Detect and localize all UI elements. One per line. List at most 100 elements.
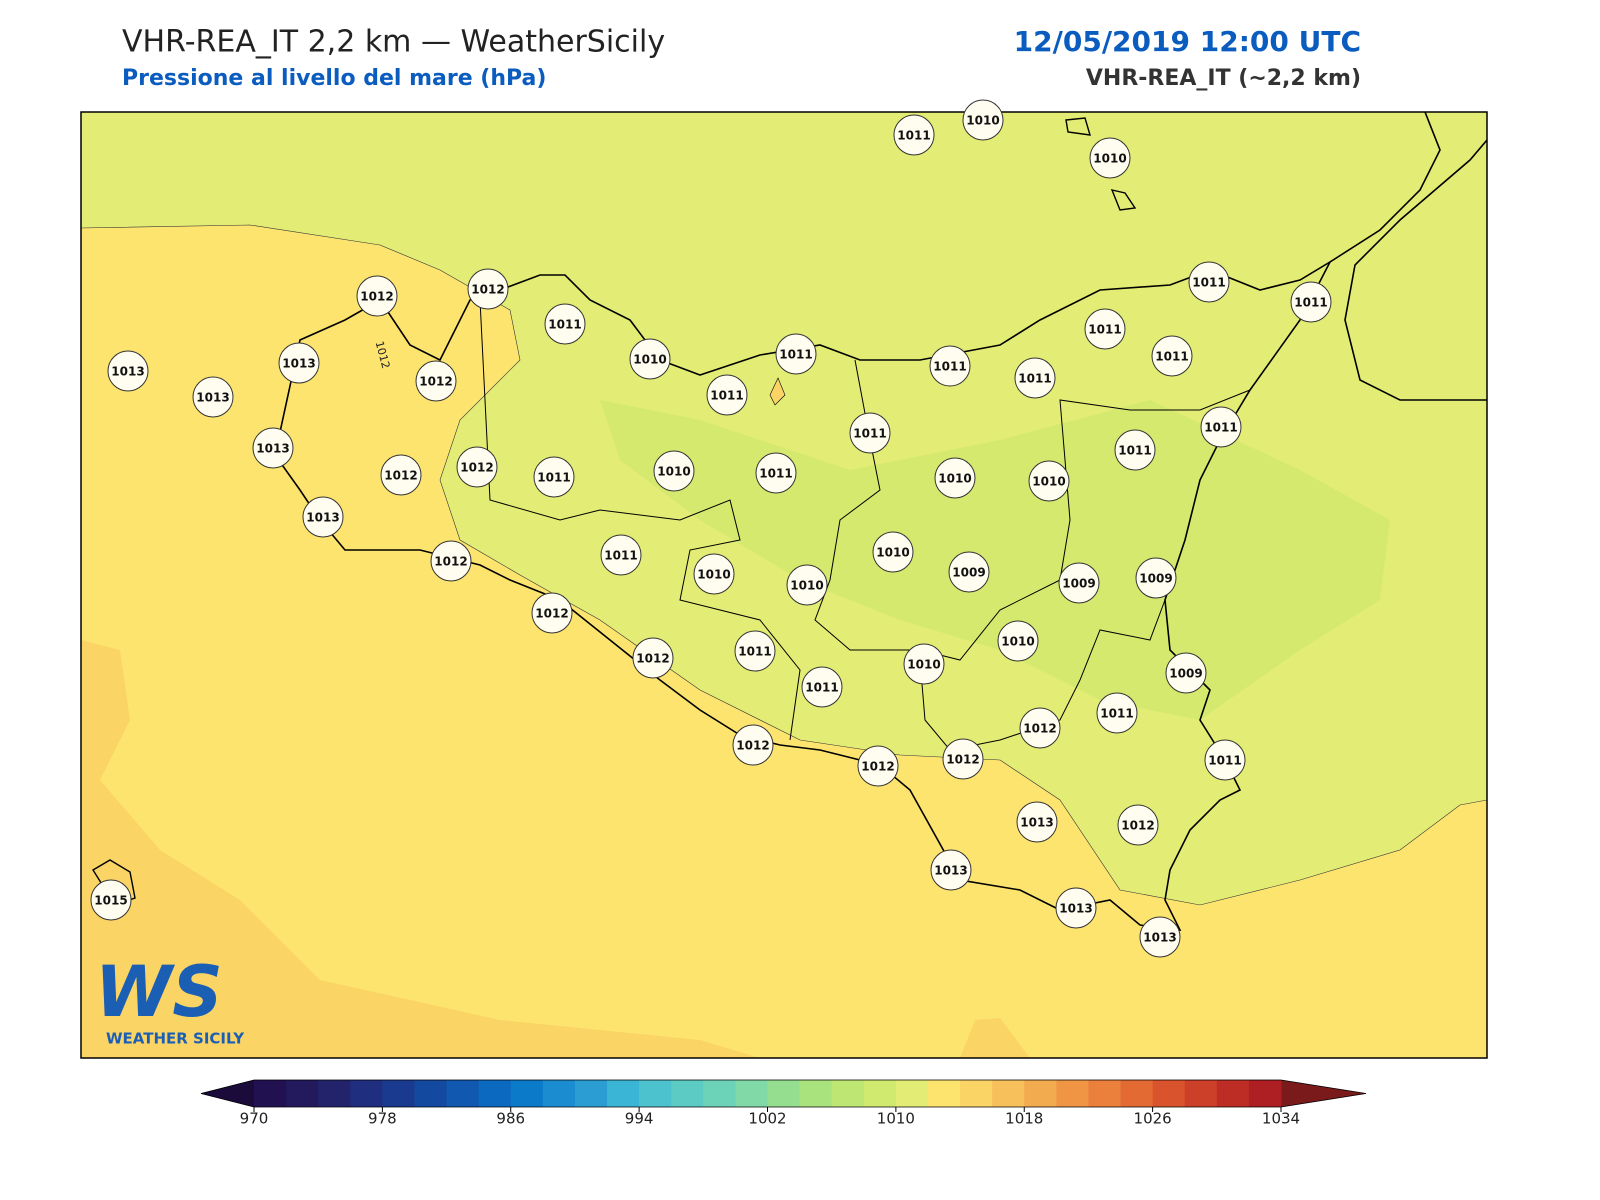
station-marker [1019, 707, 1061, 749]
colorbar-bin [639, 1080, 672, 1107]
station-value: 1010 [633, 353, 666, 367]
station-value: 1011 [548, 318, 581, 332]
station-value: 1011 [805, 681, 838, 695]
station-marker [732, 724, 774, 766]
station-marker [1096, 692, 1138, 734]
colorbar-bin [414, 1080, 448, 1107]
colorbar-tick-label: 994 [625, 1110, 654, 1128]
station-marker [903, 643, 945, 685]
colorbar-bin [510, 1080, 544, 1107]
colorbar-bin [1216, 1080, 1250, 1107]
station-value: 1013 [282, 357, 315, 371]
station-marker [252, 427, 294, 469]
colorbar: 970 978 986 994 1002 1010 1018 1026 1034 [200, 1079, 1367, 1128]
station-marker [533, 456, 575, 498]
station-value: 1010 [876, 546, 909, 560]
station-value: 1012 [360, 290, 393, 304]
station-value: 1011 [1118, 444, 1151, 458]
station-value: 1010 [697, 568, 730, 582]
station-marker [1014, 357, 1056, 399]
colorbar-bin [542, 1080, 576, 1107]
province-border [919, 599, 1166, 751]
station-marker [1117, 804, 1159, 846]
station-marker [1139, 916, 1181, 958]
colorbar-bin [671, 1080, 704, 1107]
station-value: 1011 [1208, 754, 1241, 768]
station-marker [1290, 281, 1332, 323]
colorbar-bin [1088, 1080, 1122, 1107]
station-value: 1011 [738, 645, 771, 659]
colorbar-bin [254, 1080, 287, 1107]
station-marker [380, 454, 422, 496]
field-1014 [81, 640, 760, 1058]
station-marker [1084, 308, 1126, 350]
station-marker [734, 630, 776, 672]
station-marker [1151, 335, 1193, 377]
station-marker [430, 540, 472, 582]
station-value: 1013 [111, 365, 144, 379]
colorbar-tick-label: 1018 [1005, 1110, 1043, 1128]
station-marker [467, 268, 509, 310]
station-value: 1009 [1062, 577, 1095, 591]
model: VHR-REA_IT (~2,2 km) [1086, 66, 1361, 91]
station-marker [1089, 137, 1131, 179]
station-value: 1012 [535, 607, 568, 621]
station-value: 1011 [1155, 350, 1188, 364]
station-value: 1011 [1192, 276, 1225, 290]
station-value: 1013 [934, 864, 967, 878]
logo-mark: WS [95, 951, 223, 1033]
station-marker [755, 452, 797, 494]
colorbar-bin [318, 1080, 351, 1107]
colorbar-bin [767, 1080, 801, 1107]
colorbar-bin [863, 1080, 897, 1107]
coastline [1344, 139, 1487, 401]
colorbar-bin [895, 1080, 929, 1107]
station-value: 1011 [1294, 296, 1327, 310]
station-marker [948, 551, 990, 593]
station-value: 1010 [938, 472, 971, 486]
station-marker [456, 446, 498, 488]
station-marker [629, 338, 671, 380]
colorbar-bin [1024, 1080, 1057, 1107]
station-marker [934, 457, 976, 499]
coastline [1329, 112, 1441, 263]
colorbar-bin [607, 1080, 640, 1107]
title: VHR-REA_IT 2,2 km — WeatherSicily [122, 25, 665, 60]
colorbar-tick-label: 1010 [877, 1110, 915, 1128]
station-value: 1012 [434, 555, 467, 569]
colorbar-tick-label: 978 [368, 1110, 397, 1128]
station-marker [653, 450, 695, 492]
station-value: 1011 [1018, 372, 1051, 386]
map: 1012 1011 1010 1010 1012 1012 1011 1010 1011 101… [80, 99, 1488, 1059]
field-1008 [600, 400, 1390, 720]
station-marker [997, 620, 1039, 662]
datetime: 12/05/2019 12:00 UTC [1014, 25, 1361, 58]
station-value: 1013 [1059, 902, 1092, 916]
station-marker [600, 534, 642, 576]
station-marker [1204, 739, 1246, 781]
station-marker [1165, 652, 1207, 694]
map-frame [80, 111, 1488, 1059]
station-marker [1058, 562, 1100, 604]
colorbar-bin [1152, 1080, 1186, 1107]
station-marker [90, 879, 132, 921]
station-marker [302, 496, 344, 538]
station-value: 1012 [460, 461, 493, 475]
station-value: 1013 [256, 442, 289, 456]
station-value: 1012 [419, 375, 452, 389]
colorbar-bin [1248, 1080, 1282, 1107]
station-value: 1011 [537, 471, 570, 485]
colorbar-bin [574, 1080, 608, 1107]
colorbar-bin [992, 1080, 1025, 1107]
colorbar-extend-low [201, 1080, 254, 1107]
station-marker [962, 99, 1004, 141]
station-value: 1010 [1093, 152, 1126, 166]
station-value: 1012 [1121, 819, 1154, 833]
colorbar-bin [446, 1080, 480, 1107]
station-value: 1013 [1020, 816, 1053, 830]
station-value: 1011 [759, 467, 792, 481]
field-1014 [960, 1018, 1030, 1058]
station-marker [1200, 406, 1242, 448]
island [1065, 117, 1091, 136]
colorbar-extend-high [1281, 1080, 1366, 1107]
